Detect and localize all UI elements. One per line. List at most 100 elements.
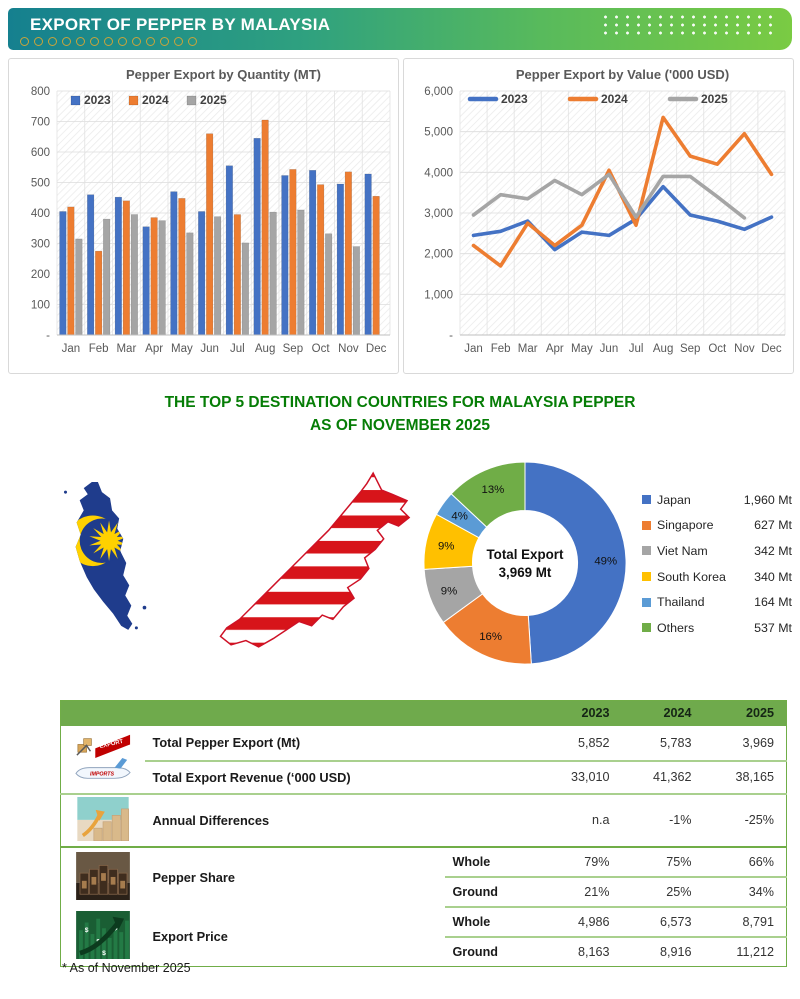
- sub-row-label: Whole: [444, 846, 540, 878]
- value-chart-panel: Pepper Export by Value ('000 USD) - 1,000 2…: [403, 58, 794, 374]
- col-header-2023: 2023: [581, 706, 610, 721]
- row-label: Total Export Revenue (‘000 USD): [144, 760, 540, 795]
- page-title: EXPORT OF PEPPER BY MALAYSIA: [30, 15, 331, 34]
- donut-legend: Japan 1,960 Mt Singapore 627 Mt Viet Nam…: [642, 487, 792, 641]
- legend-value: 627 Mt: [754, 518, 792, 533]
- table-row-pepper-share-whole: Pepper Share Whole 79% 75% 66%: [61, 846, 787, 900]
- legend-swatch: [642, 572, 651, 582]
- legend-item-vietnam: Viet Nam 342 Mt: [642, 538, 792, 564]
- cell-value: 8,163: [577, 944, 610, 959]
- east-malaysia-map-icon: [219, 471, 411, 648]
- peninsular-malaysia-map-icon: [63, 482, 147, 630]
- row-label: Export Price: [152, 928, 228, 944]
- svg-text:Jan: Jan: [62, 343, 81, 355]
- table-row-export-price-ground: Ground 8,163 8,916 11,212: [61, 937, 787, 967]
- pepper-value-line-chart: Pepper Export by Value ('000 USD) - 1,000 2…: [424, 67, 786, 355]
- legend-item-others: Others 537 Mt: [642, 615, 792, 641]
- row-label: Total Pepper Export (Mt): [144, 725, 540, 762]
- table-row-total-export: EXPORT IMPORTS Total Pepper Export (Mt) …: [60, 725, 787, 795]
- legend-item-singapore: Singapore 627 Mt: [642, 513, 792, 539]
- svg-text:Jun: Jun: [600, 343, 619, 355]
- section-title-line1: THE TOP 5 DESTINATION COUNTRIES FOR MALA…: [164, 394, 636, 411]
- svg-text:-: -: [449, 330, 453, 342]
- section-title: THE TOP 5 DESTINATION COUNTRIES FOR MALA…: [0, 391, 800, 437]
- svg-text:1,000: 1,000: [424, 289, 453, 301]
- quantity-chart-panel: Pepper Export by Quantity (MT) - 100 200 300…: [8, 58, 399, 374]
- svg-text:Pepper Export by Value ('000 U: Pepper Export by Value ('000 USD): [516, 67, 729, 82]
- svg-text:Total Export: Total Export: [487, 547, 564, 562]
- legend-label: South Korea: [657, 569, 726, 584]
- svg-text:16%: 16%: [479, 631, 502, 643]
- svg-text:49%: 49%: [594, 555, 617, 567]
- cell-value: 66%: [703, 846, 787, 878]
- svg-text:Aug: Aug: [255, 343, 275, 355]
- cell-value: 8,791: [703, 906, 787, 938]
- legend-item-thailand: Thailand 164 Mt: [642, 589, 792, 615]
- export-import-icon: EXPORT IMPORTS: [75, 734, 131, 779]
- cell-value: -25%: [703, 793, 787, 848]
- svg-text:2023: 2023: [501, 92, 528, 106]
- legend-item-south-korea: South Korea 340 Mt: [642, 564, 792, 590]
- legend-label: Japan: [657, 492, 691, 507]
- growth-steps-icon: [77, 796, 129, 841]
- svg-text:$: $: [102, 950, 106, 957]
- legend-swatch: [642, 597, 651, 607]
- cell-value: 3,969: [703, 725, 787, 762]
- svg-text:$: $: [85, 927, 89, 934]
- svg-text:Aug: Aug: [653, 343, 673, 355]
- header-banner: EXPORT OF PEPPER BY MALAYSIA: [8, 8, 792, 50]
- svg-text:Sep: Sep: [680, 343, 700, 355]
- svg-text:Jun: Jun: [200, 343, 219, 355]
- table-header-row: 2023 2024 2025: [60, 700, 787, 726]
- cell-value: 75%: [621, 846, 704, 878]
- svg-text:Jan: Jan: [464, 343, 483, 355]
- svg-text:Feb: Feb: [491, 343, 511, 355]
- svg-text:Oct: Oct: [312, 343, 331, 355]
- table-row-pepper-share-ground: Ground 21% 25% 34%: [61, 876, 787, 908]
- legend-swatch: [642, 623, 651, 633]
- svg-text:2023: 2023: [84, 93, 111, 107]
- sub-row-label: Whole: [444, 906, 540, 938]
- cell-value: 4,986: [539, 906, 622, 938]
- svg-text:5,000: 5,000: [424, 127, 453, 139]
- svg-text:May: May: [571, 343, 593, 355]
- svg-text:13%: 13%: [482, 484, 505, 496]
- svg-text:300: 300: [31, 239, 50, 251]
- cell-value: 11,212: [736, 944, 774, 959]
- svg-text:Sep: Sep: [283, 343, 303, 355]
- svg-text:May: May: [171, 343, 193, 355]
- legend-value: 340 Mt: [754, 569, 792, 584]
- legend-swatch: [642, 546, 651, 556]
- row-label: Pepper Share: [152, 869, 236, 885]
- svg-text:EXPORT: EXPORT: [99, 738, 124, 749]
- table-row-total-revenue: Total Export Revenue (‘000 USD) 33,010 4…: [61, 760, 787, 795]
- svg-text:9%: 9%: [441, 585, 457, 597]
- legend-value: 342 Mt: [754, 543, 792, 558]
- pepper-quantity-bar-chart: Pepper Export by Quantity (MT) - 100 200 300…: [31, 67, 391, 355]
- legend-swatch: [642, 495, 651, 505]
- cell-value: 25%: [621, 876, 704, 908]
- legend-value: 537 Mt: [754, 620, 792, 635]
- svg-text:Apr: Apr: [145, 343, 163, 355]
- legend-value: 164 Mt: [754, 595, 792, 610]
- legend-label: Thailand: [657, 595, 705, 610]
- legend-label: Viet Nam: [657, 543, 708, 558]
- svg-text:2,000: 2,000: [424, 249, 453, 261]
- cell-value: 34%: [703, 876, 787, 908]
- legend-item-japan: Japan 1,960 Mt: [642, 487, 792, 513]
- svg-text:100: 100: [31, 300, 50, 312]
- sub-row-label: Ground: [452, 944, 498, 959]
- cell-value: 21%: [539, 876, 622, 908]
- cell-value: 6,573: [621, 906, 704, 938]
- money-growth-icon-cell: $ $ $ $: [61, 907, 145, 967]
- cell-value: -1%: [621, 793, 704, 848]
- svg-text:Pepper Export by Quantity (MT): Pepper Export by Quantity (MT): [126, 67, 321, 82]
- growth-steps-icon-cell: [60, 793, 145, 848]
- cell-value: 5,852: [539, 725, 622, 762]
- svg-text:9%: 9%: [438, 540, 454, 552]
- svg-text:3,969 Mt: 3,969 Mt: [499, 565, 552, 580]
- cell-value: 33,010: [539, 760, 622, 795]
- table-row-export-price-whole: $ $ $ $ Export Price Whole 4,986 6,573 8…: [61, 906, 787, 959]
- legend-value: 1,960 Mt: [743, 492, 792, 507]
